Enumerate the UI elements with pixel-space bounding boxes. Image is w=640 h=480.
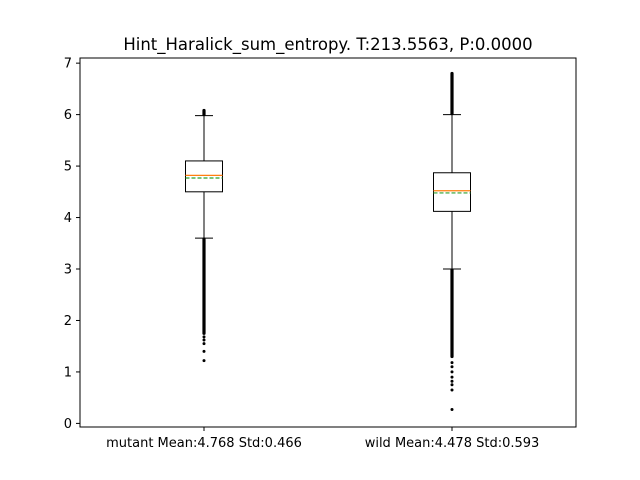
flier-point: [450, 361, 454, 365]
y-tick-label: 0: [64, 417, 72, 432]
plot-area-frame: [79, 57, 577, 428]
box-2: [433, 71, 471, 412]
flier-point: [202, 342, 206, 346]
box-1: [185, 108, 223, 363]
chart-title: Hint_Haralick_sum_entropy. T:213.5563, P…: [123, 35, 532, 55]
y-axis: 0 1 2 3 4 5 6 7: [64, 57, 80, 432]
x-tick-label: wild Mean:4.478 Std:0.593: [365, 436, 540, 451]
flier-point: [450, 383, 454, 387]
x-axis: mutant Mean:4.768 Std:0.466 wild Mean:4.4…: [106, 427, 539, 451]
y-tick-label: 4: [64, 211, 72, 226]
box-series: [185, 71, 471, 412]
x-tick-label: mutant Mean:4.768 Std:0.466: [106, 436, 302, 451]
flier-point: [202, 349, 206, 353]
y-tick-label: 6: [64, 108, 72, 123]
flier-point: [450, 408, 454, 412]
flier-point: [202, 335, 206, 339]
flier-point: [202, 338, 206, 342]
y-tick-label: 2: [64, 314, 72, 329]
flier-point: [202, 359, 206, 363]
y-tick-label: 1: [64, 365, 72, 380]
flier-point: [450, 365, 454, 369]
flier-point: [450, 375, 454, 379]
iqr-box: [185, 160, 223, 193]
y-tick-label: 7: [64, 57, 72, 72]
flier-point: [450, 379, 454, 383]
flier-point: [450, 370, 454, 374]
iqr-box: [433, 172, 471, 212]
y-tick-label: 3: [64, 263, 72, 278]
y-tick-label: 5: [64, 160, 72, 175]
flier-point: [450, 388, 454, 392]
